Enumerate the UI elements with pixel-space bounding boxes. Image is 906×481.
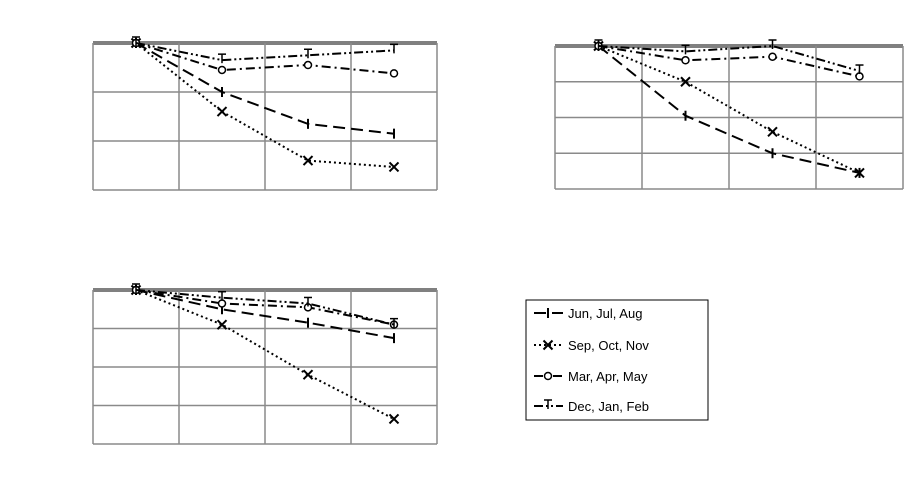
data-point-mam-ring <box>389 69 399 78</box>
legend-swatch-mam <box>534 371 563 381</box>
legend-marker <box>544 399 552 409</box>
legend-label-son: Sep, Oct, Nov <box>568 338 649 353</box>
data-point-mam <box>303 60 313 70</box>
data-point-son <box>302 369 314 380</box>
data-point-djf <box>390 43 398 54</box>
series-djf <box>132 36 398 64</box>
series-line-jja <box>135 289 395 340</box>
data-point-djf <box>855 64 864 75</box>
legend-swatch-jja <box>534 308 563 318</box>
data-point-son <box>680 76 691 87</box>
data-point-son <box>388 161 400 173</box>
data-point-djf <box>390 317 398 328</box>
data-point-djf <box>594 39 603 49</box>
series-line-jja <box>135 42 395 135</box>
data-point-mam <box>768 52 777 61</box>
data-point-son-stroke-b <box>388 413 400 425</box>
legend-label-djf: Dec, Jan, Feb <box>568 399 649 414</box>
data-point-mam-ring <box>217 299 227 308</box>
data-point-son-stroke-b <box>388 161 400 173</box>
data-point-mam <box>681 56 690 65</box>
data-point-djf <box>304 48 312 59</box>
legend: Jun, Jul, Aug Sep, Oct, Nov Mar, Apr, Ma… <box>525 299 709 421</box>
data-point-mam-ring <box>681 56 690 65</box>
data-point-djf <box>218 53 226 64</box>
series-line-djf <box>135 42 395 62</box>
data-point-mam-ring <box>217 65 227 75</box>
data-point-son-stroke-b <box>302 369 314 380</box>
data-point-mam-ring <box>768 52 777 61</box>
legend-box <box>525 299 709 421</box>
data-point-son <box>388 413 400 425</box>
data-point-mam <box>217 299 227 308</box>
legend-label-jja: Jun, Jul, Aug <box>568 306 642 321</box>
data-point-son-stroke-b <box>767 126 778 138</box>
data-point-son <box>854 167 865 179</box>
data-point-son-stroke-b <box>302 155 314 166</box>
data-point-son <box>216 319 228 330</box>
legend-swatch-djf <box>534 399 563 409</box>
data-point-son <box>767 126 778 138</box>
panel-madeira <box>92 36 438 191</box>
series-line-djf <box>135 289 395 326</box>
data-point-son-stroke-b <box>216 319 228 330</box>
data-point-son-stroke-b <box>854 167 865 179</box>
series-djf <box>132 283 398 328</box>
data-point-djf <box>681 44 690 55</box>
data-point-djf <box>304 296 312 307</box>
series-djf <box>594 39 864 75</box>
legend-label-mam: Mar, Apr, May <box>568 369 648 384</box>
series-line-mam <box>598 45 860 78</box>
data-point-djf <box>132 36 140 46</box>
legend-marker <box>542 339 554 351</box>
legend-swatch-son <box>534 339 563 351</box>
data-point-djf <box>132 283 140 293</box>
series-line-jja <box>597 45 860 174</box>
series-line-son <box>135 289 395 420</box>
data-point-mam-ring <box>303 60 313 70</box>
data-point-son <box>302 155 314 166</box>
legend-marker-ring <box>543 371 553 381</box>
legend-marker <box>543 371 553 381</box>
legend-marker-stroke-b <box>542 339 554 351</box>
panel-jurua <box>92 283 438 445</box>
data-point-son-stroke-b <box>680 76 691 87</box>
data-point-djf <box>768 39 777 49</box>
data-point-mam <box>217 65 227 75</box>
series-line-son <box>135 42 395 168</box>
data-point-son-stroke-b <box>216 106 228 117</box>
series-line-mam <box>135 289 395 326</box>
data-point-son <box>216 106 228 117</box>
data-point-djf <box>218 290 226 301</box>
data-point-mam <box>389 69 399 78</box>
panel-purus <box>554 39 904 190</box>
series-line-mam <box>135 42 395 75</box>
